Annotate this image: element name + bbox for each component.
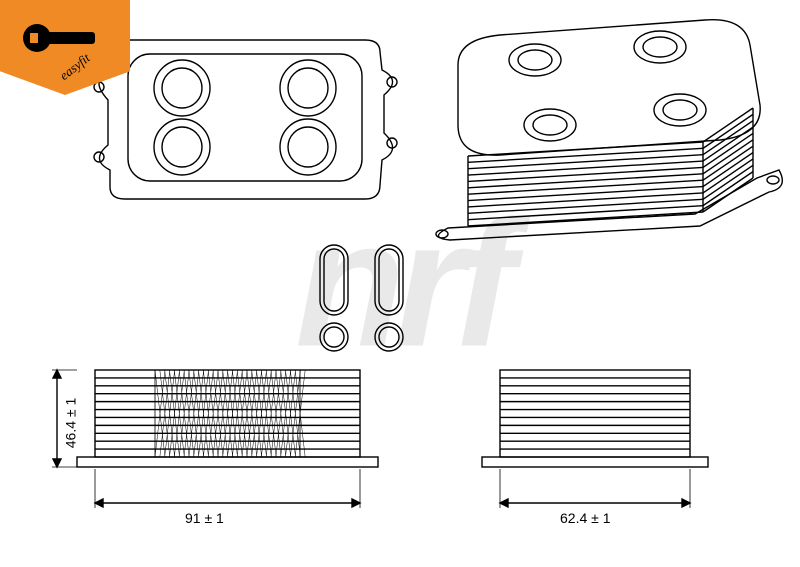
dim-width1-label: 91 ± 1: [185, 510, 224, 526]
dim-height-label: 46.4 ± 1: [62, 398, 78, 449]
technical-drawing: [0, 0, 800, 567]
dim-width2-label: 62.4 ± 1: [560, 510, 611, 526]
